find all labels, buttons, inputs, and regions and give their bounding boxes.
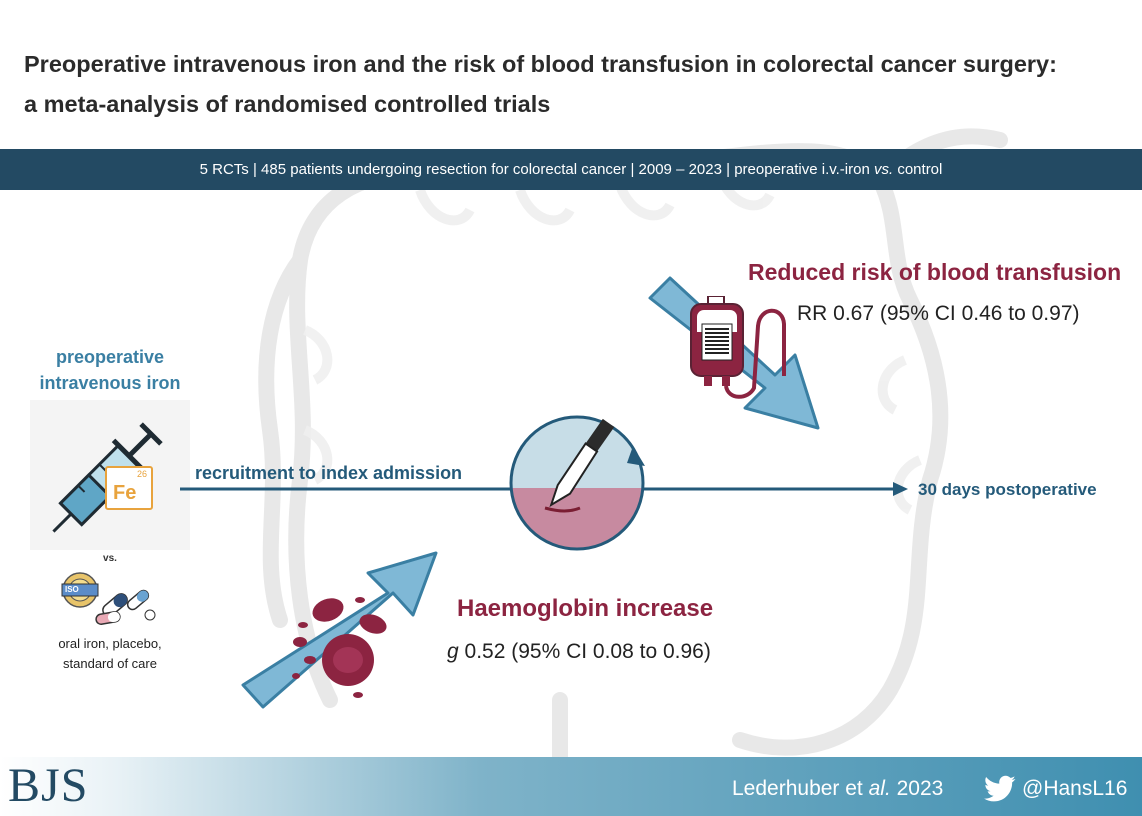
banner-rcts: 5 RCTs	[199, 161, 249, 178]
transfusion-outcome-title: Reduced risk of blood transfusion	[748, 259, 1122, 285]
banner-divider: |	[252, 161, 262, 178]
iv-iron-label-line-1: preoperative	[55, 347, 165, 367]
banner-divider: |	[726, 161, 735, 178]
pills-icon	[61, 572, 156, 625]
red-blood-cell-icon	[292, 597, 387, 698]
control-label: oral iron, placebo, standard of care	[20, 634, 200, 674]
timeline-end-label: 30 days postoperative	[918, 480, 1097, 499]
citation-al: al.	[868, 777, 891, 800]
haemoglobin-outcome-title: Haemoglobin increase	[457, 595, 714, 622]
title-line-1: Preoperative intravenous iron and the ri…	[24, 51, 1057, 77]
journal-logo: BJS	[8, 759, 89, 812]
twitter-icon[interactable]	[984, 775, 1016, 803]
haemoglobin-outcome-stat: g 0.52 (95% CI 0.08 to 0.96)	[447, 640, 711, 664]
transfusion-outcome-stat: RR 0.67 (95% CI 0.46 to 0.97)	[797, 302, 1080, 325]
iv-iron-label-line-2: intravenous iron	[39, 373, 181, 393]
banner-divider: |	[630, 161, 639, 178]
banner-patients: 485 patients undergoing resection for co…	[261, 161, 627, 178]
control-label-line-1: oral iron, placebo,	[58, 636, 162, 651]
footer-bar	[0, 757, 1142, 816]
citation-author: Lederhuber et	[732, 777, 869, 800]
banner-years: 2009 – 2023	[638, 161, 722, 178]
study-summary-banner: 5 RCTs | 485 patients undergoing resecti…	[0, 149, 1142, 190]
banner-comparison-vs: vs.	[874, 161, 894, 178]
hedges-g-symbol: g	[447, 640, 459, 663]
page-title: Preoperative intravenous iron and the ri…	[24, 44, 1124, 124]
scalpel-icon	[509, 415, 645, 551]
banner-comparison-prefix: preoperative i.v.-iron	[734, 161, 874, 178]
vs-label: vs.	[103, 553, 117, 564]
citation-year: 2023	[890, 777, 944, 800]
iv-iron-label: preoperative intravenous iron	[20, 344, 200, 396]
fe-atomic-number: 26	[136, 469, 147, 479]
haemoglobin-stat-value: 0.52 (95% CI 0.08 to 0.96)	[458, 640, 711, 663]
banner-comparison-suffix: control	[893, 161, 943, 178]
iso-badge-icon: ISO	[65, 585, 79, 594]
title-line-2: a meta-analysis of randomised controlled…	[24, 91, 551, 117]
timeline-start-label: recruitment to index admission	[195, 463, 463, 483]
citation: Lederhuber et al. 2023	[732, 777, 943, 801]
blood-bag-icon	[690, 296, 786, 399]
twitter-handle[interactable]: @HansL16	[1022, 777, 1128, 800]
fe-symbol: Fe	[113, 482, 137, 504]
iron-fe-icon: 26 Fe	[105, 466, 153, 510]
arrow-up-icon	[241, 551, 438, 709]
control-label-line-2: standard of care	[63, 656, 157, 671]
